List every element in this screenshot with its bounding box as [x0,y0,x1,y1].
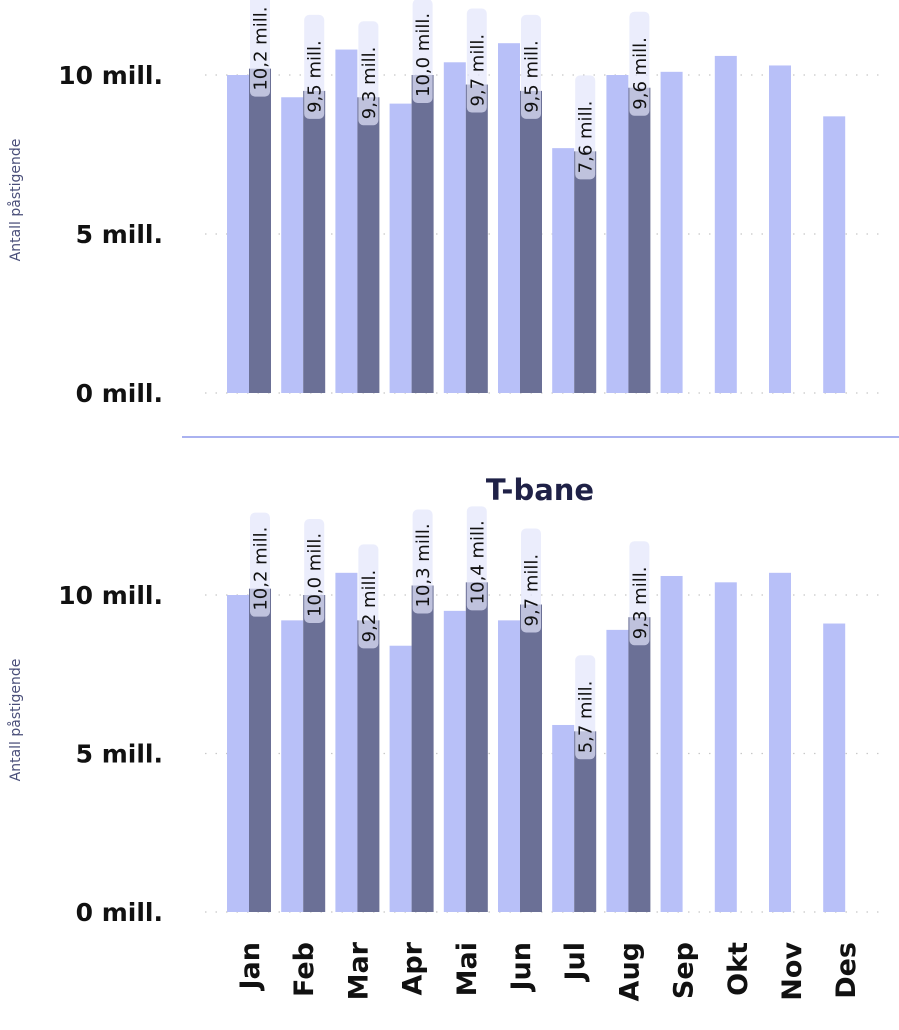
data-label: 10,0 mill. [305,533,326,617]
data-label: 9,3 mill. [359,47,380,120]
bar-previous-year [606,629,629,912]
bar-previous-year [498,43,520,393]
data-label: 9,2 mill. [359,570,380,643]
bar-current-year [303,595,326,912]
data-label: 10,4 mill. [467,520,488,604]
data-label-box [521,14,541,119]
data-label: 10,2 mill. [251,7,272,91]
bar-current-year [303,90,326,394]
data-label-box [250,512,270,617]
data-label: 5,7 mill. [576,681,597,754]
bar-previous-year [335,49,358,394]
x-tick-label: Jun [506,942,537,993]
bar-previous-year [281,97,304,393]
data-label: 10,2 mill. [251,527,272,611]
bar-previous-year [552,724,575,912]
bar-previous-year [660,575,683,912]
x-tick-label: Mar [343,941,374,1000]
bar-previous-year [443,62,466,393]
bar-previous-year [227,595,249,912]
data-label-box [250,0,270,97]
bar-previous-year [281,620,304,912]
chart-title: T-bane [486,473,594,507]
bar-previous-year [498,620,520,912]
bar-previous-year [443,610,466,912]
data-label-box [358,544,379,649]
data-label: 9,5 mill. [305,40,326,113]
data-label: 9,7 mill. [467,34,488,107]
bar-previous-year [389,103,412,394]
bar-current-year [628,87,651,393]
bar-current-year [574,151,597,393]
y-tick-label: 5 mill. [76,220,163,249]
data-label-box [304,519,325,623]
x-tick-label: Jul [560,942,591,983]
bar-previous-year [389,645,412,912]
data-label: 7,6 mill. [576,101,597,174]
chart-panel-2: T-bane Antall påstigende 0 mill. 5 mill. 10 … [7,473,885,927]
bar-previous-year [606,75,629,393]
bar-current-year [357,97,380,393]
y-tick-label: 10 mill. [58,581,163,610]
data-label-box [358,21,379,126]
x-tick-label: Okt [723,942,754,996]
bar-current-year [411,75,434,393]
data-label: 9,3 mill. [630,567,651,640]
data-label: 9,5 mill. [522,40,543,113]
data-label-box [629,541,650,646]
bar-previous-year [769,572,791,912]
bar-current-year [249,68,271,393]
data-label-box [575,655,596,760]
bar-current-year [574,731,597,912]
bar-previous-year [769,65,791,394]
bar-previous-year [552,148,575,393]
x-tick-label: Nov [777,942,808,1001]
x-tick-label: Des [831,942,862,999]
x-tick-label: Sep [669,942,700,999]
bar-previous-year [823,623,846,912]
bar-previous-year [714,582,737,912]
x-tick-label: Aug [614,942,645,1001]
x-tick-label: Mai [452,942,483,996]
y-tick-label: 5 mill. [76,740,163,769]
bar-previous-year [660,71,683,393]
x-axis: Jan Feb Mar Apr Mai Jun Jul Aug Sep Okt Nov Des [235,941,862,1001]
y-tick-label: 0 mill. [76,898,163,927]
data-label: 9,7 mill. [522,554,543,627]
bar-previous-year [227,75,249,393]
y-axis-label: Antall påstigende [7,659,24,782]
data-label: 10,3 mill. [413,523,434,607]
data-label-box [412,509,433,614]
data-label: 9,6 mill. [630,37,651,110]
bar-current-year [465,84,488,393]
y-tick-label: 10 mill. [58,61,163,90]
bar-current-year [520,604,542,912]
data-label-box [521,528,541,633]
x-tick-label: Feb [289,942,320,997]
data-label: 10,0 mill. [413,13,434,97]
bar-current-year [628,617,651,912]
data-label-box [629,11,650,116]
bar-current-year [465,582,488,912]
bar-previous-year [714,55,737,394]
bar-current-year [411,585,434,912]
y-axis-label: Antall påstigende [7,139,24,262]
x-tick-label: Jan [235,942,266,992]
bar-current-year [249,588,271,912]
data-label-box [575,75,596,180]
bar-previous-year [335,572,358,912]
data-label-box [466,506,487,611]
bar-current-year [357,620,380,912]
data-label-box [412,0,433,103]
y-tick-label: 0 mill. [76,379,163,408]
chart-panel-1: Antall påstigende 0 mill. 5 mill. 10 mill. 1… [7,0,885,408]
x-tick-label: Apr [398,941,429,995]
bar-previous-year [823,116,846,393]
bar-current-year [520,90,542,394]
data-label-box [466,8,487,113]
data-label-box [304,14,325,119]
